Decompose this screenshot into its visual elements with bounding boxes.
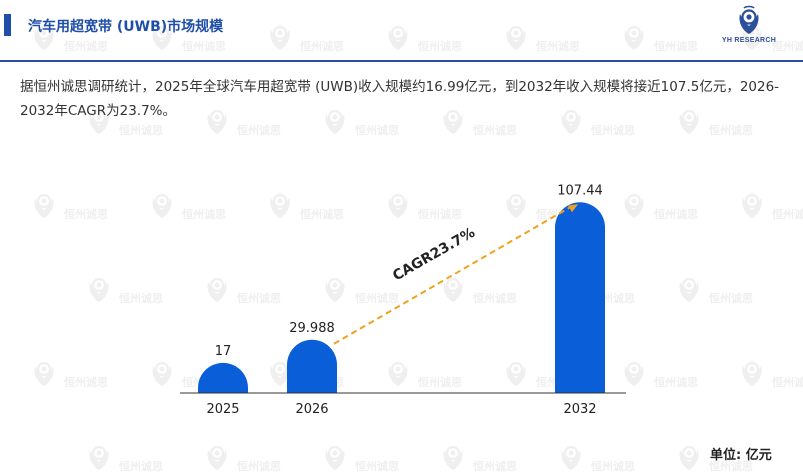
bar-2025 xyxy=(198,362,248,393)
cagr-annotation: CAGR23.7% xyxy=(390,225,478,285)
value-label-2026: 29.988 xyxy=(289,321,335,336)
header-title: 汽车用超宽带 (UWB)市场规模 xyxy=(28,19,224,35)
unit-label: 单位: 亿元 xyxy=(710,448,772,463)
cagr-arrow-line xyxy=(333,206,571,345)
x-tick-label-2026: 2026 xyxy=(295,402,328,417)
value-label-2025: 17 xyxy=(215,344,232,359)
x-tick-label-2032: 2032 xyxy=(563,402,596,417)
x-tick-label-2025: 2025 xyxy=(206,402,239,417)
bar-2032 xyxy=(555,202,605,393)
cagr-arrow-head xyxy=(568,204,578,213)
bar-2026 xyxy=(287,339,337,393)
description-text: 据恒州诚思调研统计，2025年全球汽车用超宽带 (UWB)收入规模约16.99亿… xyxy=(20,79,780,119)
logo-text: YH RESEARCH xyxy=(721,37,777,44)
yh-research-logo-icon xyxy=(739,5,759,34)
logo: YH RESEARCH xyxy=(714,4,784,50)
header-accent-bar xyxy=(4,14,11,36)
header-divider xyxy=(0,60,803,62)
value-label-2032: 107.44 xyxy=(557,183,603,198)
